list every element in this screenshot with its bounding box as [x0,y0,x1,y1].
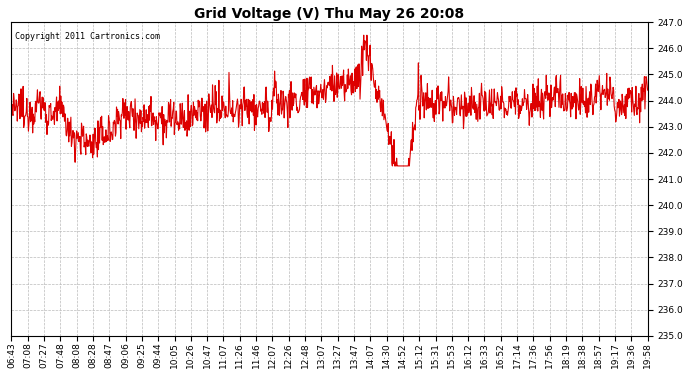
Title: Grid Voltage (V) Thu May 26 20:08: Grid Voltage (V) Thu May 26 20:08 [195,7,464,21]
Text: Copyright 2011 Cartronics.com: Copyright 2011 Cartronics.com [14,32,159,40]
